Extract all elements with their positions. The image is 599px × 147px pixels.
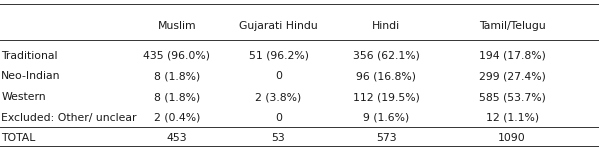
Text: 194 (17.8%): 194 (17.8%) [479, 51, 546, 61]
Text: Excluded: Other/ unclear: Excluded: Other/ unclear [1, 113, 137, 123]
Text: 8 (1.8%): 8 (1.8%) [153, 71, 200, 81]
Text: Hindi: Hindi [373, 21, 400, 31]
Text: Traditional: Traditional [1, 51, 58, 61]
Text: 573: 573 [376, 133, 397, 143]
Text: Gujarati Hindu: Gujarati Hindu [239, 21, 318, 31]
Text: 96 (16.8%): 96 (16.8%) [356, 71, 416, 81]
Text: 1090: 1090 [498, 133, 526, 143]
Text: Western: Western [1, 92, 46, 102]
Text: 12 (1.1%): 12 (1.1%) [486, 113, 539, 123]
Text: 2 (0.4%): 2 (0.4%) [153, 113, 200, 123]
Text: 0: 0 [275, 113, 282, 123]
Text: Muslim: Muslim [158, 21, 196, 31]
Text: 9 (1.6%): 9 (1.6%) [363, 113, 410, 123]
Text: 299 (27.4%): 299 (27.4%) [479, 71, 546, 81]
Text: 356 (62.1%): 356 (62.1%) [353, 51, 420, 61]
Text: 51 (96.2%): 51 (96.2%) [249, 51, 308, 61]
Text: TOTAL: TOTAL [1, 133, 35, 143]
Text: Tamil/Telugu: Tamil/Telugu [479, 21, 546, 31]
Text: 112 (19.5%): 112 (19.5%) [353, 92, 420, 102]
Text: 453: 453 [167, 133, 187, 143]
Text: 53: 53 [272, 133, 285, 143]
Text: Neo-Indian: Neo-Indian [1, 71, 60, 81]
Text: 2 (3.8%): 2 (3.8%) [255, 92, 302, 102]
Text: 0: 0 [275, 71, 282, 81]
Text: 8 (1.8%): 8 (1.8%) [153, 92, 200, 102]
Text: 585 (53.7%): 585 (53.7%) [479, 92, 546, 102]
Text: 435 (96.0%): 435 (96.0%) [143, 51, 210, 61]
